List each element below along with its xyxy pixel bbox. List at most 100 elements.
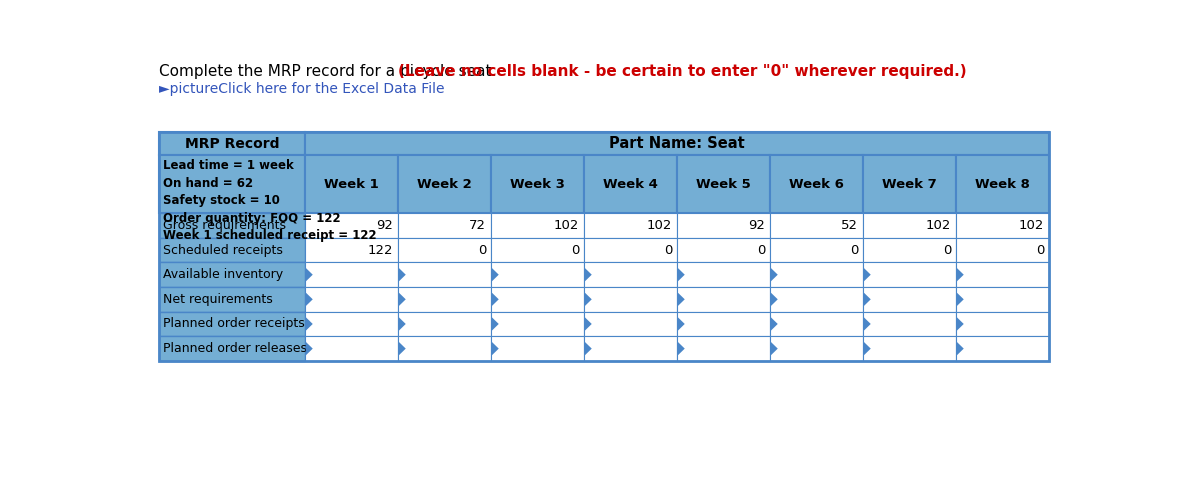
Bar xyxy=(677,262,770,287)
Polygon shape xyxy=(678,268,685,281)
Text: Planned order releases: Planned order releases xyxy=(163,342,307,355)
Text: (Leave no cells blank - be certain to enter "0" wherever required.): (Leave no cells blank - be certain to en… xyxy=(398,65,967,80)
Bar xyxy=(305,336,398,361)
Text: Week 5: Week 5 xyxy=(696,178,751,191)
Bar xyxy=(160,132,1049,361)
Bar xyxy=(160,156,305,213)
Text: Lead time = 1 week
On hand = 62
Safety stock = 10
Order quantity: FOQ = 122
Week: Lead time = 1 week On hand = 62 Safety s… xyxy=(163,159,377,242)
Text: 0: 0 xyxy=(571,243,580,257)
Bar xyxy=(584,238,677,262)
Polygon shape xyxy=(306,293,313,306)
Polygon shape xyxy=(956,342,964,355)
Polygon shape xyxy=(678,293,685,306)
Bar xyxy=(770,156,863,213)
Bar xyxy=(160,312,305,336)
Bar xyxy=(160,336,305,361)
Bar xyxy=(956,287,1049,312)
Text: 0: 0 xyxy=(664,243,672,257)
Bar xyxy=(677,238,770,262)
Text: Week 4: Week 4 xyxy=(604,178,658,191)
Polygon shape xyxy=(770,293,778,306)
Text: 0: 0 xyxy=(1036,243,1044,257)
Bar xyxy=(770,238,863,262)
Polygon shape xyxy=(584,342,592,355)
Bar xyxy=(491,156,584,213)
Bar xyxy=(956,312,1049,336)
Bar xyxy=(398,213,491,238)
Polygon shape xyxy=(398,317,406,331)
Bar xyxy=(160,213,305,238)
Bar xyxy=(491,336,584,361)
Polygon shape xyxy=(584,268,592,281)
Text: 102: 102 xyxy=(926,219,952,232)
Polygon shape xyxy=(956,268,964,281)
Bar xyxy=(491,213,584,238)
Polygon shape xyxy=(584,293,592,306)
Polygon shape xyxy=(956,293,964,306)
Bar xyxy=(956,336,1049,361)
Text: Week 3: Week 3 xyxy=(510,178,565,191)
Text: Part Name: Seat: Part Name: Seat xyxy=(610,136,745,151)
Bar xyxy=(305,156,398,213)
Bar xyxy=(398,336,491,361)
Bar xyxy=(305,287,398,312)
Polygon shape xyxy=(306,317,313,331)
Text: Planned order receipts: Planned order receipts xyxy=(163,317,305,330)
Text: 102: 102 xyxy=(1019,219,1044,232)
Bar xyxy=(398,287,491,312)
Bar xyxy=(677,156,770,213)
Text: 0: 0 xyxy=(757,243,766,257)
Polygon shape xyxy=(306,342,313,355)
Bar xyxy=(584,336,677,361)
Bar xyxy=(677,287,770,312)
Bar xyxy=(956,213,1049,238)
Polygon shape xyxy=(864,317,871,331)
Text: ►pictureClick here for the Excel Data File: ►pictureClick here for the Excel Data Fi… xyxy=(160,82,445,96)
Text: 0: 0 xyxy=(478,243,486,257)
Bar xyxy=(863,336,956,361)
Polygon shape xyxy=(492,268,499,281)
Bar xyxy=(584,262,677,287)
Bar xyxy=(305,238,398,262)
Bar xyxy=(956,238,1049,262)
Bar xyxy=(160,238,305,262)
Text: 0: 0 xyxy=(850,243,858,257)
Bar xyxy=(305,213,398,238)
Text: Week 2: Week 2 xyxy=(418,178,472,191)
Bar xyxy=(677,213,770,238)
Bar xyxy=(584,213,677,238)
Bar xyxy=(305,312,398,336)
Bar xyxy=(770,336,863,361)
Bar xyxy=(305,262,398,287)
Bar xyxy=(584,312,677,336)
Polygon shape xyxy=(770,268,778,281)
Bar xyxy=(770,213,863,238)
Bar xyxy=(677,312,770,336)
Polygon shape xyxy=(770,342,778,355)
Bar xyxy=(677,336,770,361)
Text: 122: 122 xyxy=(368,243,394,257)
Bar xyxy=(305,132,1049,156)
Text: Week 8: Week 8 xyxy=(976,178,1030,191)
Polygon shape xyxy=(864,293,871,306)
Bar xyxy=(863,213,956,238)
Bar xyxy=(956,156,1049,213)
Polygon shape xyxy=(864,342,871,355)
Text: Net requirements: Net requirements xyxy=(163,293,272,306)
Bar xyxy=(491,287,584,312)
Polygon shape xyxy=(678,317,685,331)
Polygon shape xyxy=(492,317,499,331)
Bar xyxy=(491,238,584,262)
Text: 102: 102 xyxy=(554,219,580,232)
Text: 0: 0 xyxy=(943,243,952,257)
Bar xyxy=(160,287,305,312)
Bar xyxy=(770,312,863,336)
Bar xyxy=(863,312,956,336)
Bar xyxy=(770,287,863,312)
Bar xyxy=(956,262,1049,287)
Bar xyxy=(491,262,584,287)
Polygon shape xyxy=(398,268,406,281)
Polygon shape xyxy=(492,293,499,306)
Polygon shape xyxy=(584,317,592,331)
Bar xyxy=(491,312,584,336)
